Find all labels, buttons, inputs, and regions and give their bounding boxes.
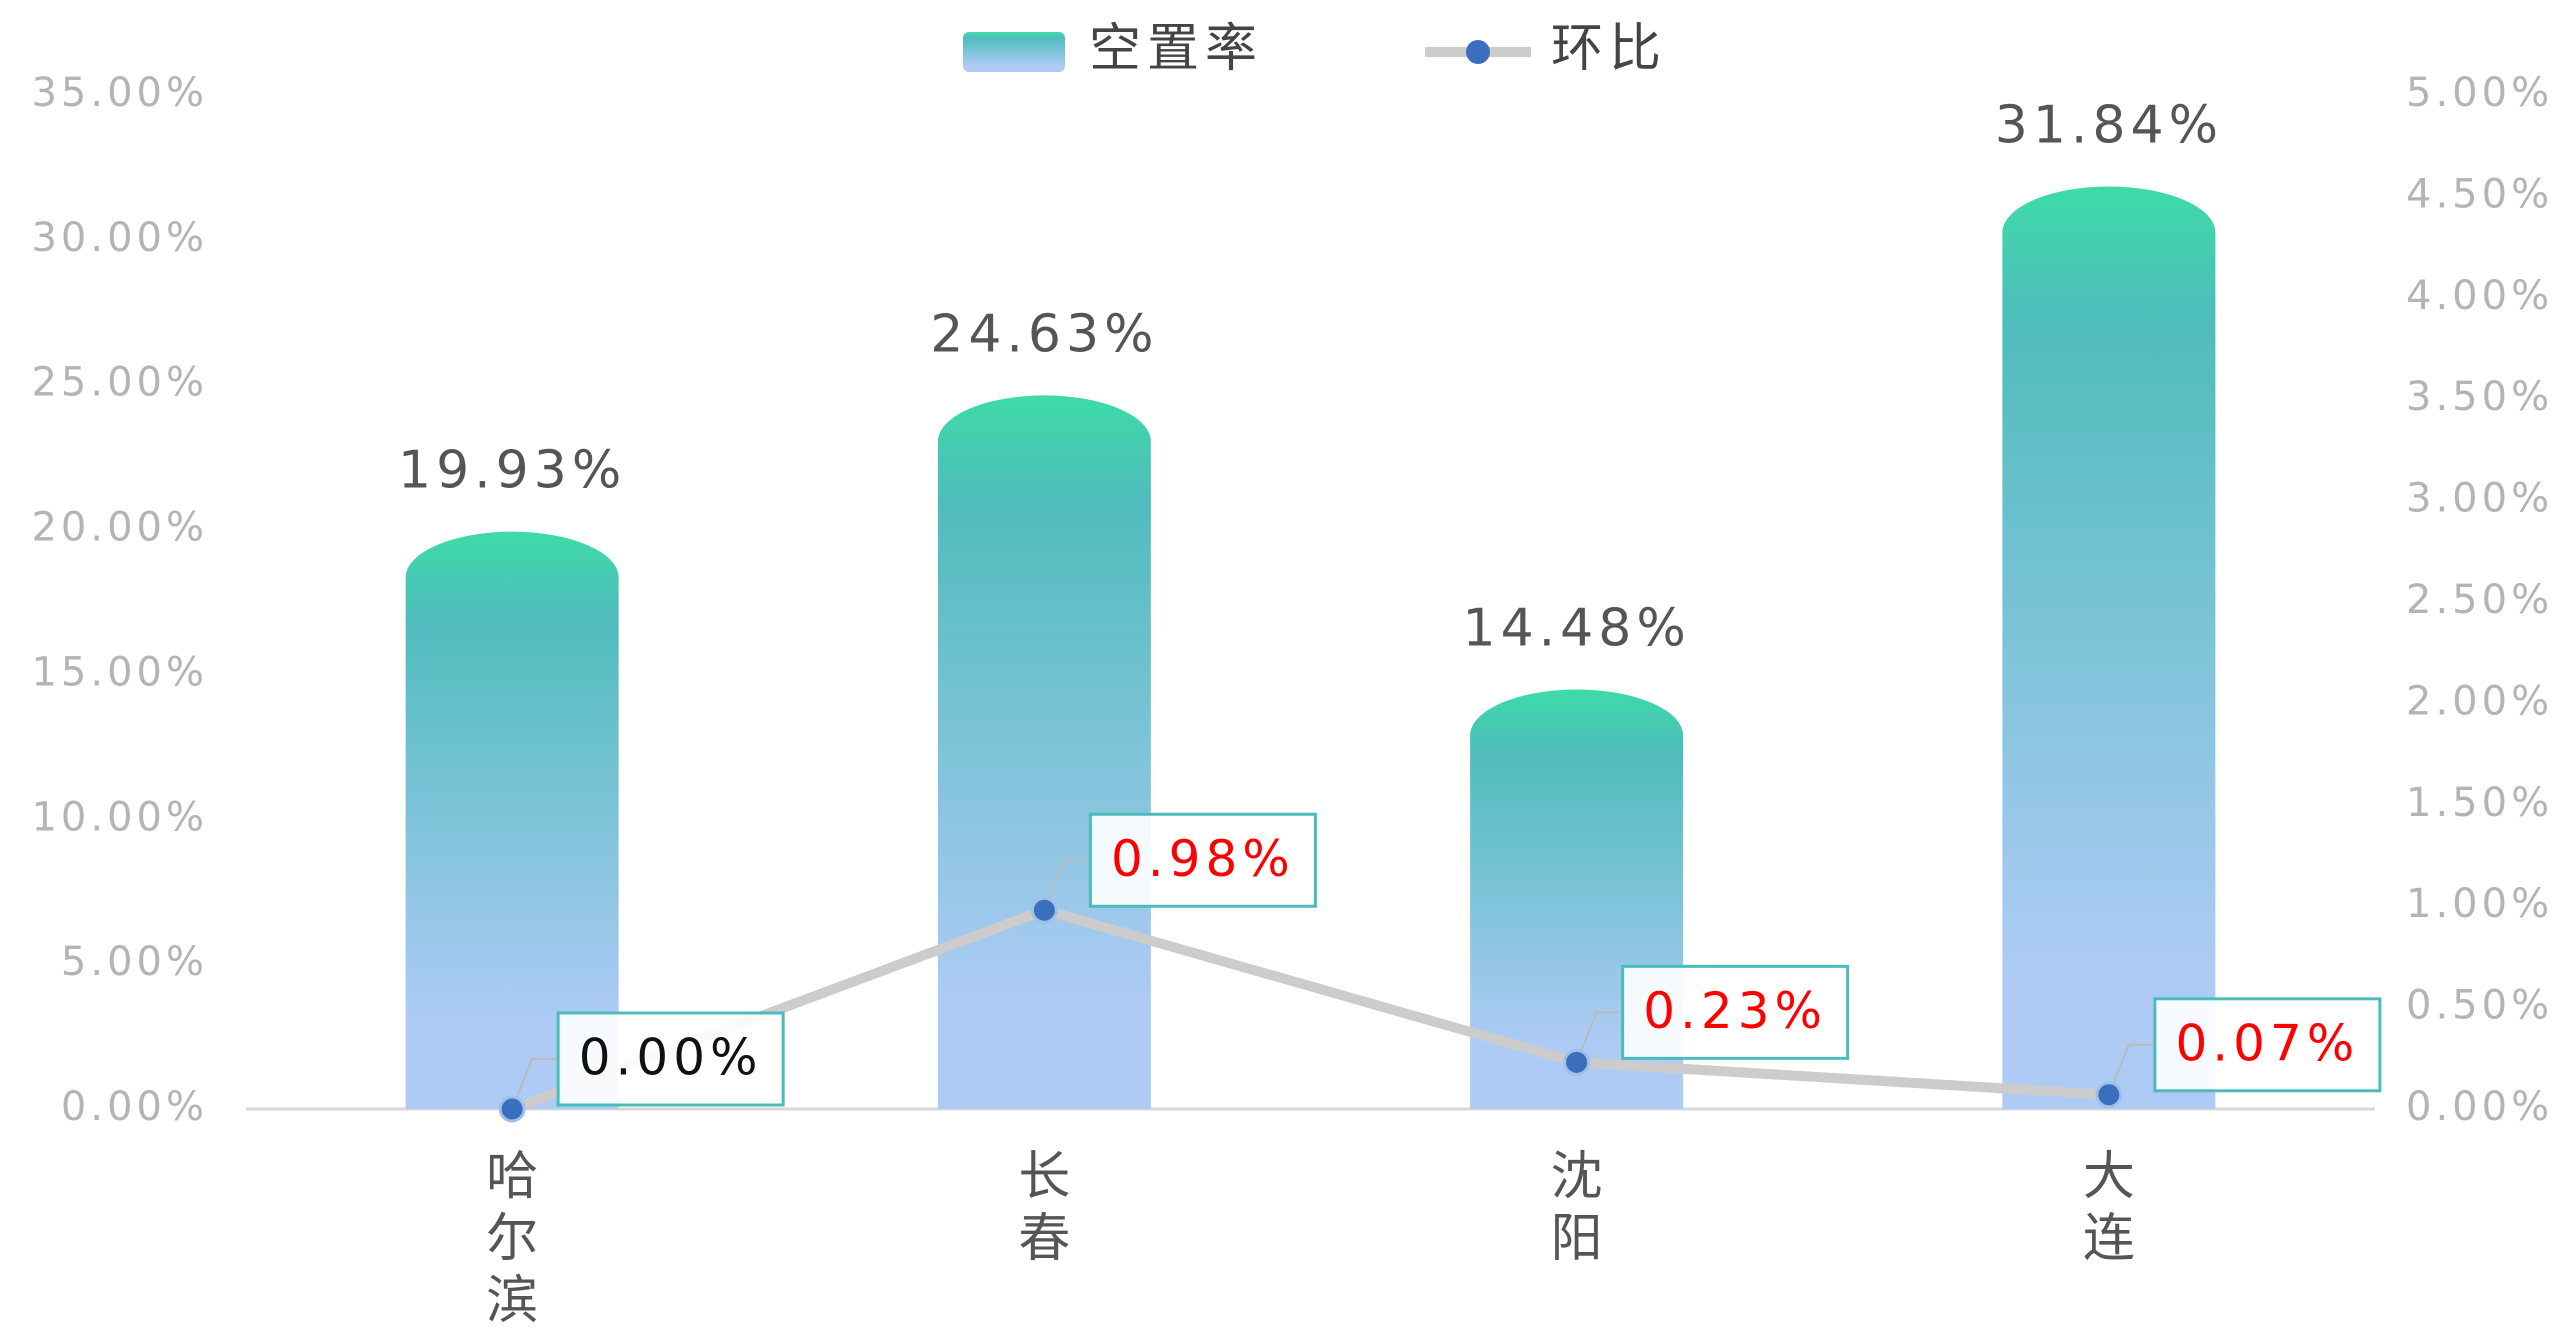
legend-marker [1466,40,1490,64]
label-leader [2107,1043,2155,1096]
line-value-label: 0.98% [1111,830,1295,888]
line-marker [1563,1048,1591,1076]
bar-value-label: 19.93% [398,441,626,501]
bar [2002,186,2216,1110]
label-leader [1043,859,1091,911]
legend-swatch [963,32,1065,72]
line-label-box [1088,812,1317,908]
y2-tick-label: 5.00% [2406,70,2553,116]
y-tick-label: 35.00% [31,70,208,116]
line [510,905,2110,1114]
line-label-box [2153,997,2382,1093]
bar-value-label: 24.63% [930,304,1158,364]
legend-label: 空置率 [1089,19,1263,79]
y-tick-label: 5.00% [61,939,208,985]
x-tick-label: 长春 [1018,1147,1070,1269]
y2-tick-label: 2.50% [2406,577,2553,623]
y-tick-label: 10.00% [31,794,208,840]
x-tick-label: 哈尔滨 [486,1147,538,1331]
bar-value-label: 31.84% [1995,96,2223,156]
bar-value-label: 14.48% [1462,598,1690,658]
y2-tick-label: 3.00% [2406,476,2553,522]
label-leader [511,1058,559,1110]
y-tick-label: 20.00% [31,505,208,551]
bar [405,531,619,1109]
y-tick-label: 25.00% [31,360,208,406]
y-tick-label: 0.00% [61,1084,208,1130]
line-marker [2095,1081,2123,1109]
line-label-box [1621,964,1850,1060]
y2-tick-label: 0.50% [2406,983,2553,1029]
line-value-label: 0.07% [2175,1014,2359,1072]
x-tick-label: 大连 [2083,1147,2135,1269]
y-tick-label: 15.00% [31,649,208,695]
line-marker [498,1095,526,1123]
y-tick-label: 30.00% [31,215,208,261]
y2-tick-label: 3.50% [2406,374,2553,420]
line-marker [1030,896,1058,924]
y2-tick-label: 1.50% [2406,780,2553,826]
y2-tick-label: 2.00% [2406,678,2553,724]
y2-tick-label: 4.50% [2406,171,2553,217]
legend-label: 环比 [1551,19,1667,79]
y2-tick-label: 0.00% [2406,1084,2553,1130]
line-value-label: 0.23% [1643,982,1827,1040]
label-leader [1575,1011,1623,1063]
x-tick-label: 沈阳 [1551,1147,1603,1269]
y2-tick-label: 4.00% [2406,273,2553,319]
line-value-label: 0.00% [579,1029,763,1087]
bar [937,395,1151,1109]
y2-tick-label: 1.00% [2406,881,2553,927]
line-label-box [556,1011,785,1107]
